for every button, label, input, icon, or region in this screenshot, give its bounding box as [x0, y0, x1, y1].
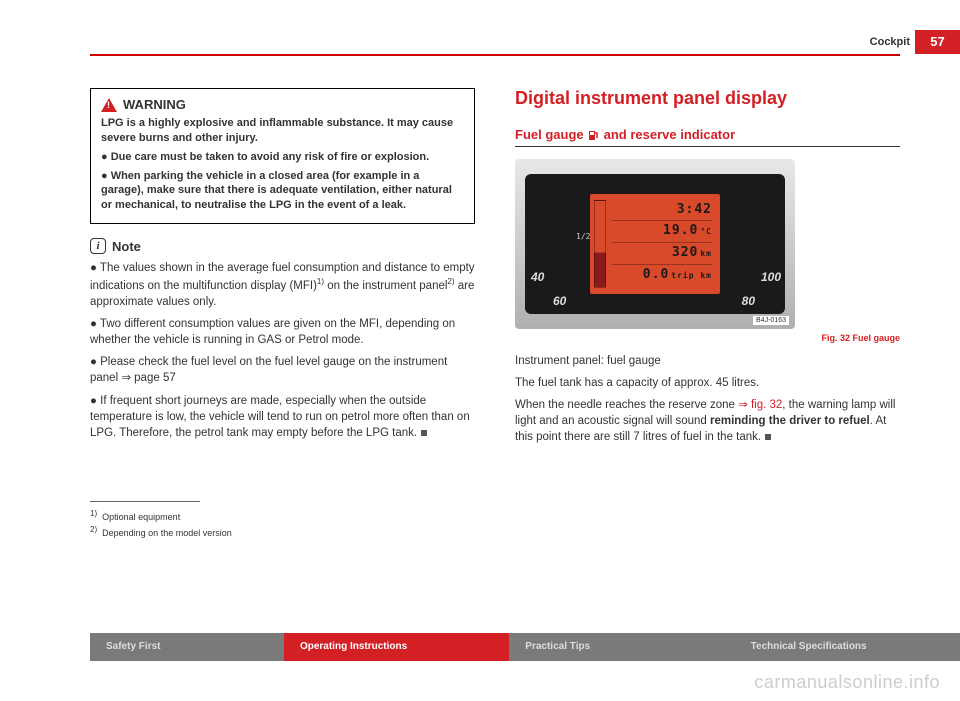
note-item-4: ● If frequent short journeys are made, e…	[90, 393, 475, 441]
figure-id: B4J-0163	[753, 316, 789, 325]
note-item-2: ● Two different consumption values are g…	[90, 316, 475, 348]
tab-practical[interactable]: Practical Tips	[509, 633, 734, 661]
figure-caption: Fig. 32 Fuel gauge	[515, 333, 900, 343]
figure-reference: ⇒ fig. 32	[738, 399, 782, 411]
body-text-1: The fuel tank has a capacity of approx. …	[515, 375, 900, 391]
tab-safety[interactable]: Safety First	[90, 633, 284, 661]
lcd-trip: 0.0trip km	[612, 265, 712, 286]
gauge-100: 100	[761, 270, 781, 284]
left-column: WARNING LPG is a highly explosive and in…	[90, 88, 475, 541]
figure-fuel-gauge: 40 60 80 100 1/2 3:42 19.0°C 320km 0.0tr…	[515, 159, 795, 329]
body-text-2: When the needle reaches the reserve zone…	[515, 397, 900, 445]
section-end-icon	[421, 430, 427, 436]
chapter-title: Cockpit	[870, 36, 910, 48]
gauge-80: 80	[742, 294, 755, 308]
warning-text-1: LPG is a highly explosive and inflammabl…	[101, 116, 464, 146]
warning-box: WARNING LPG is a highly explosive and in…	[90, 88, 475, 224]
info-icon: i	[90, 238, 106, 254]
lcd-range: 320km	[612, 243, 712, 265]
lcd-time: 3:42	[612, 200, 712, 221]
header-rule	[90, 54, 900, 56]
tab-operating[interactable]: Operating Instructions	[284, 633, 509, 661]
section-end-icon	[765, 434, 771, 440]
page-number: 57	[915, 30, 960, 54]
section-title: Digital instrument panel display	[515, 88, 900, 109]
note-label: Note	[112, 239, 141, 254]
footer-tabs: Safety First Operating Instructions Prac…	[0, 633, 960, 661]
lcd-screen: 1/2 3:42 19.0°C 320km 0.0trip km	[590, 194, 720, 294]
lcd-temp: 19.0°C	[612, 221, 712, 243]
gauge-60: 60	[553, 294, 566, 308]
right-column: Digital instrument panel display Fuel ga…	[515, 88, 900, 541]
footnote-rule	[90, 501, 200, 502]
sub-section-title: Fuel gauge and reserve indicator	[515, 127, 900, 147]
watermark: carmanualsonline.info	[754, 672, 940, 693]
note-item-1: ● The values shown in the average fuel c…	[90, 260, 475, 310]
warning-triangle-icon	[101, 98, 117, 112]
note-item-3: ● Please check the fuel level on the fue…	[90, 354, 475, 386]
note-list: ● The values shown in the average fuel c…	[90, 260, 475, 441]
gauge-40: 40	[531, 270, 544, 284]
page-header: Cockpit 57	[90, 30, 900, 60]
footnote-2: 2) Depending on the model version	[90, 524, 475, 540]
fuel-pump-icon	[588, 129, 600, 141]
warning-text-3: ● When parking the vehicle in a closed a…	[101, 169, 464, 214]
fuel-level-bar	[594, 200, 606, 288]
figure-description: Instrument panel: fuel gauge	[515, 353, 900, 369]
tab-technical[interactable]: Technical Specifications	[735, 633, 960, 661]
footnote-1: 1) Optional equipment	[90, 508, 475, 524]
warning-text-2: ● Due care must be taken to avoid any ri…	[101, 150, 464, 165]
warning-label: WARNING	[123, 97, 186, 112]
fuel-half-label: 1/2	[576, 232, 590, 241]
